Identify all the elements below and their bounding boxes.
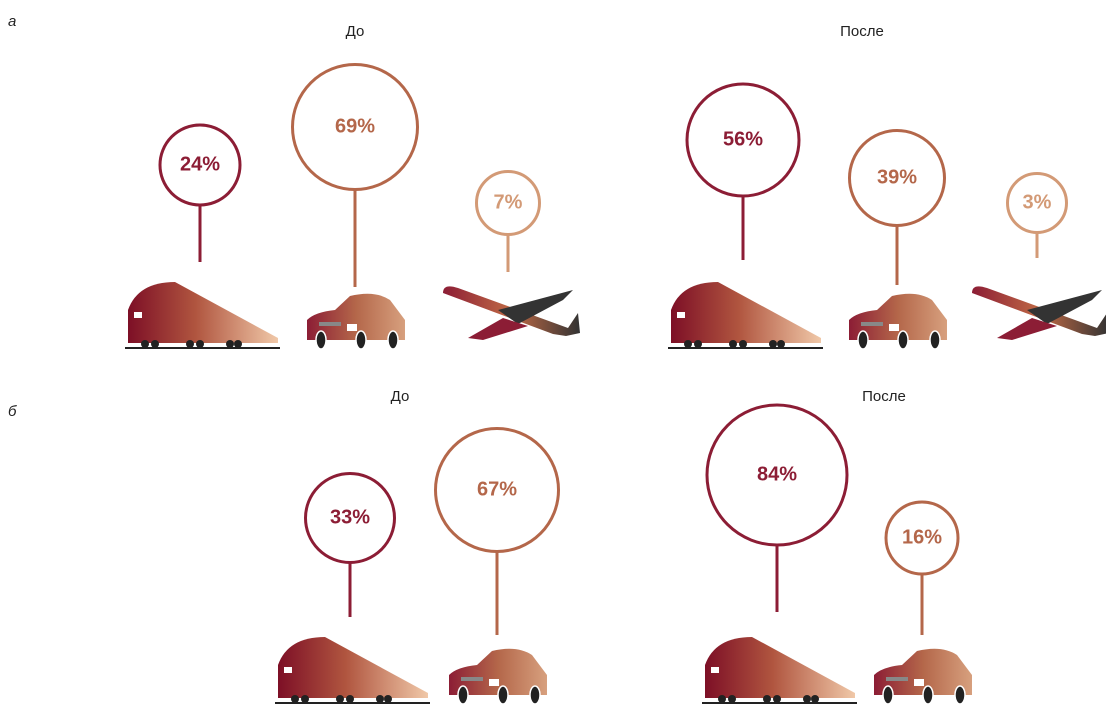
- wheel: [384, 695, 392, 703]
- wheel: [301, 695, 309, 703]
- wheel: [336, 695, 344, 703]
- wheel: [803, 695, 811, 703]
- car-light: [319, 322, 341, 326]
- panel-label: а: [8, 13, 16, 30]
- car-light: [461, 677, 483, 681]
- train-window: [711, 667, 719, 673]
- value-label: 33%: [330, 506, 370, 528]
- wheel: [811, 695, 819, 703]
- wheel: [763, 695, 771, 703]
- value-label: 7%: [494, 191, 523, 213]
- wheel: [729, 340, 737, 348]
- chart-title: До: [346, 23, 365, 40]
- wheel: [498, 686, 508, 704]
- car-plate: [889, 324, 899, 331]
- wheel: [930, 331, 940, 349]
- wheel: [923, 686, 933, 704]
- value-label: 56%: [723, 128, 763, 150]
- train-window: [284, 667, 292, 673]
- wheel: [376, 695, 384, 703]
- value-label: 3%: [1023, 191, 1052, 213]
- value-label: 84%: [757, 463, 797, 485]
- wheel: [858, 331, 868, 349]
- wheel: [141, 340, 149, 348]
- car-plate: [914, 679, 924, 686]
- wheel: [458, 686, 468, 704]
- train-window: [134, 312, 142, 318]
- value-label: 24%: [180, 153, 220, 175]
- wheel: [226, 340, 234, 348]
- wheel: [291, 695, 299, 703]
- wheel: [777, 340, 785, 348]
- wheel: [898, 331, 908, 349]
- train-icon: [671, 282, 821, 343]
- value-label: 16%: [902, 526, 942, 548]
- wheel: [883, 686, 893, 704]
- value-label: 67%: [477, 478, 517, 500]
- chart-title: После: [840, 23, 884, 40]
- car-light: [886, 677, 908, 681]
- train-icon: [705, 637, 855, 698]
- wheel: [773, 695, 781, 703]
- wheel: [356, 331, 366, 349]
- wheel: [388, 331, 398, 349]
- wheel: [739, 340, 747, 348]
- car-light: [861, 322, 883, 326]
- chart: а б До 24% 69% 7% После 56% 39% 3% До 33% 67% После…: [0, 0, 1106, 706]
- wheel: [769, 340, 777, 348]
- wheel: [684, 340, 692, 348]
- wheel: [346, 695, 354, 703]
- chart-title: После: [862, 388, 906, 405]
- wheel: [530, 686, 540, 704]
- car-plate: [489, 679, 499, 686]
- value-label: 69%: [335, 115, 375, 137]
- wheel: [718, 695, 726, 703]
- wheel: [316, 331, 326, 349]
- wheel: [234, 340, 242, 348]
- wheel: [728, 695, 736, 703]
- train-icon: [278, 637, 428, 698]
- car-plate: [347, 324, 357, 331]
- wheel: [196, 340, 204, 348]
- wheel: [694, 340, 702, 348]
- wheel: [151, 340, 159, 348]
- train-icon: [128, 282, 278, 343]
- train-window: [677, 312, 685, 318]
- panel-label: б: [8, 403, 17, 420]
- chart-title: До: [391, 388, 410, 405]
- wheel: [186, 340, 194, 348]
- wheel: [955, 686, 965, 704]
- value-label: 39%: [877, 166, 917, 188]
